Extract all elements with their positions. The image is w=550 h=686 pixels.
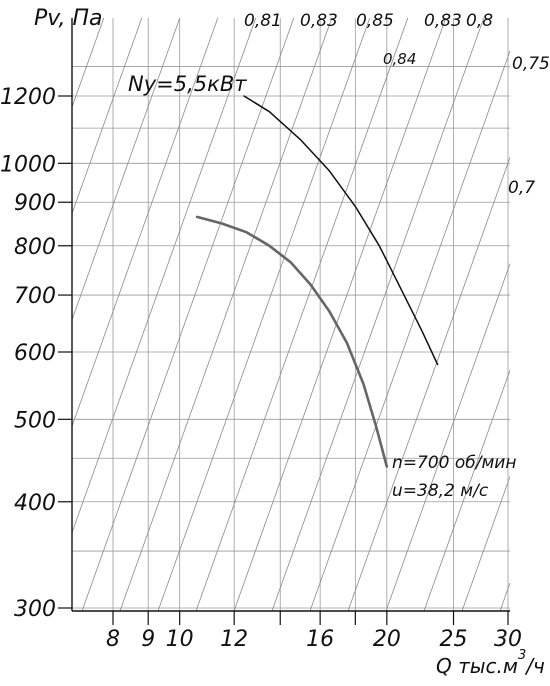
efficiency-line [157, 17, 371, 612]
y-tick-label: 600 [14, 341, 56, 366]
efficiency-line [71, 17, 105, 108]
x-tick-label: 9 [141, 627, 155, 652]
efficiency-line [385, 263, 511, 612]
speed-annotation: n=700 об/мин [392, 453, 516, 473]
efficiency-line [423, 370, 511, 612]
curves [195, 95, 439, 468]
efficiency-line [233, 17, 447, 612]
efficiency-line [81, 17, 295, 612]
efficiency-line [71, 17, 257, 533]
x-tick-label: 8 [106, 627, 120, 652]
efficiency-label: 0,75 [512, 54, 550, 74]
efficiency-line [71, 17, 143, 214]
grid [72, 18, 510, 611]
y-tick-label: 800 [14, 235, 56, 260]
axes [58, 18, 510, 625]
labels: Pv, Па Q тыс.м3/ч Ny=5,5кВт n=700 об/мин… [0, 6, 550, 678]
y-tick-label: 1000 [0, 152, 56, 177]
efficiency-line [71, 17, 219, 427]
velocity-annotation: u=38,2 м/с [392, 481, 489, 501]
efficiency-label: 0,7 [508, 178, 535, 198]
efficiency-line [347, 157, 511, 612]
efficiency-label: 0,81 [244, 11, 282, 31]
efficiency-line [499, 582, 511, 612]
y-tick-label: 300 [14, 597, 56, 622]
efficiency-line [461, 476, 511, 612]
power-curve [243, 95, 439, 366]
efficiency-label: 0,8 [466, 11, 493, 31]
x-axis-label-tail: /ч [524, 654, 545, 678]
y-tick-label: 1200 [0, 85, 56, 110]
efficiency-label: 0,84 [383, 50, 416, 68]
y-tick-label: 500 [14, 408, 56, 433]
x-tick-label: 16 [306, 627, 334, 652]
x-tick-label: 12 [220, 627, 248, 652]
y-tick-label: 400 [14, 491, 56, 516]
power-label: Ny=5,5кВт [128, 72, 247, 96]
y-axis-label: Pv, Па [34, 6, 103, 31]
x-axis-label: Q тыс.м3/ч [436, 648, 545, 678]
y-tick-label: 700 [14, 284, 56, 309]
efficiency-label: 0,83 [300, 11, 338, 31]
x-tick-label: 20 [373, 627, 401, 652]
efficiency-line [195, 17, 409, 612]
efficiency-label: 0,85 [356, 11, 394, 31]
y-tick-label: 900 [14, 191, 56, 216]
efficiency-line [309, 50, 511, 612]
x-axis-label-sup: 3 [518, 648, 526, 663]
x-axis-label-main: Q тыс.м [436, 654, 518, 678]
efficiency-line [71, 17, 181, 320]
x-tick-label: 10 [166, 627, 194, 652]
efficiency-lines [71, 17, 511, 612]
efficiency-line [119, 17, 333, 612]
efficiency-label: 0,83 [424, 11, 462, 31]
pressure-curve [195, 215, 389, 468]
efficiency-line [271, 17, 485, 612]
x-tick-label: 30 [494, 627, 522, 652]
x-tick-label: 25 [440, 627, 468, 652]
